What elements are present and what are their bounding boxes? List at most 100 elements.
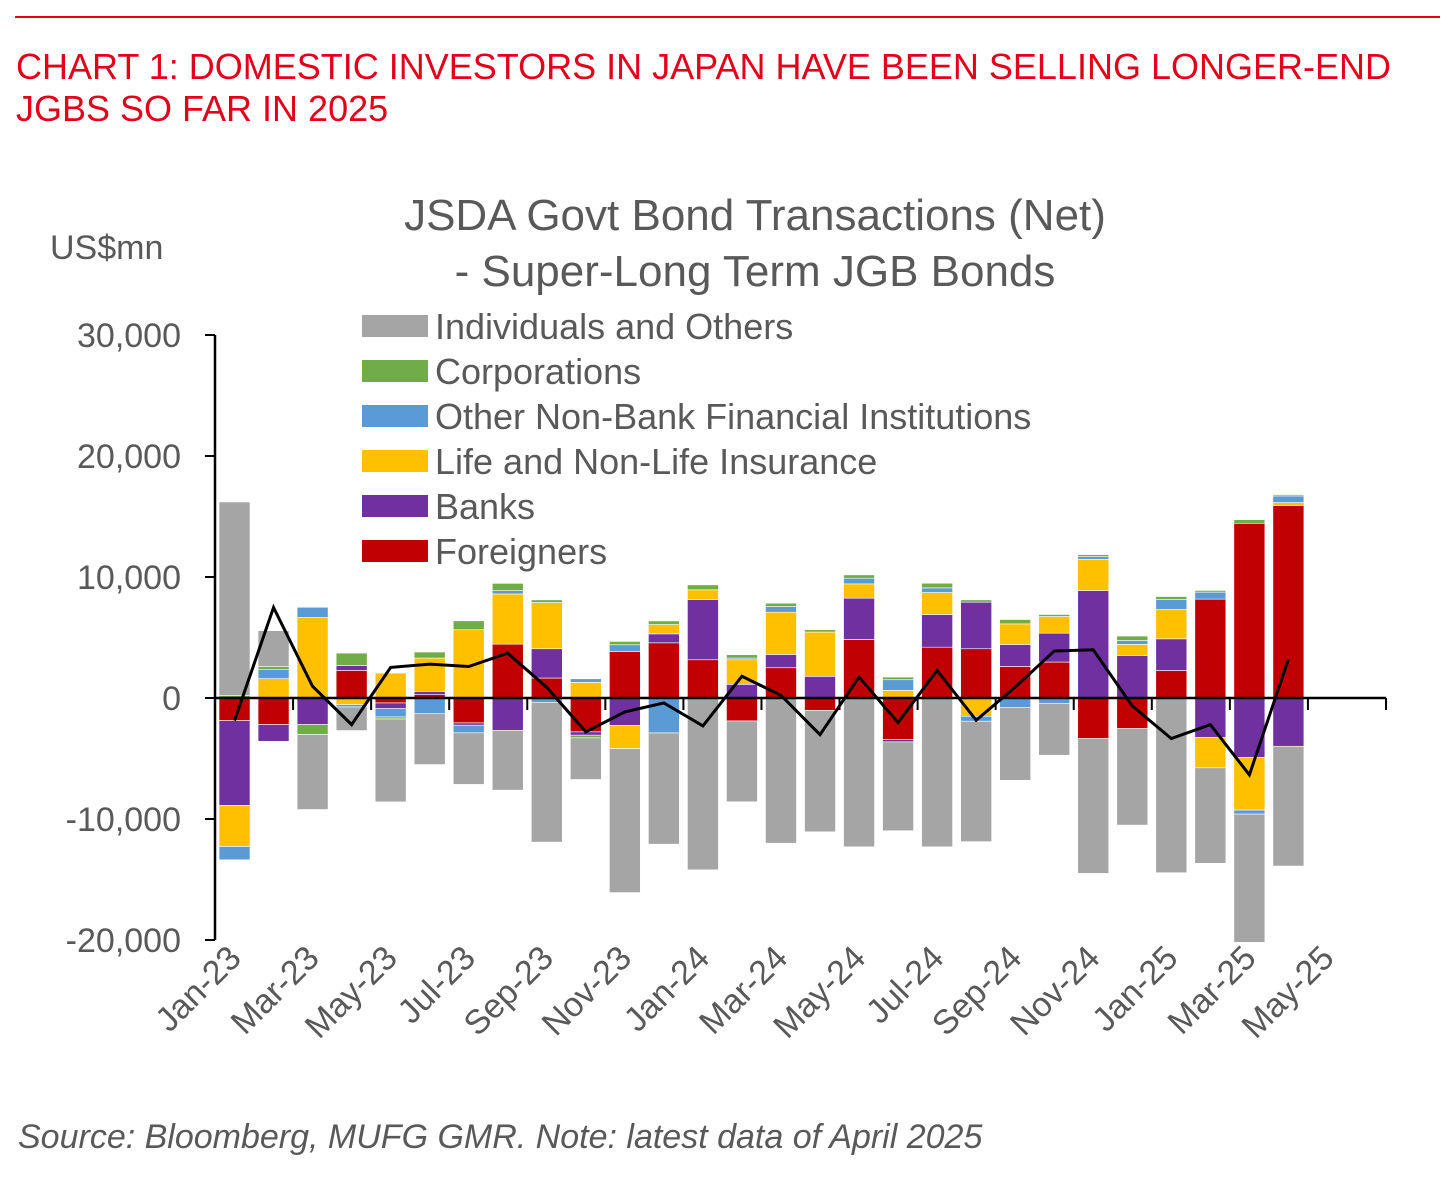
chart-title-line1: JSDA Govt Bond Transactions (Net) — [404, 191, 1106, 240]
bar-banks-feb-25 — [1194, 697, 1227, 738]
bar-foreigners-feb-23 — [257, 697, 290, 725]
bar-other-non-bank-financial-institutions-nov-24 — [1077, 556, 1110, 560]
bar-corporations-nov-24 — [1077, 554, 1110, 557]
bar-individuals-and-others-jun-23 — [413, 713, 446, 765]
bar-individuals-and-others-aug-24 — [960, 720, 992, 842]
bar-individuals-and-others-dec-24 — [1116, 728, 1149, 826]
bar-life-and-non-life-insurance-feb-23 — [257, 678, 290, 699]
bar-other-non-bank-financial-institutions-jul-24 — [921, 587, 953, 593]
bar-corporations-jan-25 — [1155, 596, 1188, 600]
bar-corporations-jun-24 — [882, 676, 914, 681]
bar-corporations-oct-24 — [1038, 614, 1071, 617]
bar-corporations-jun-23 — [413, 651, 446, 659]
legend: Individuals and OthersCorporationsOther … — [362, 306, 1031, 572]
bar-foreigners-feb-24 — [726, 697, 758, 722]
bar-life-and-non-life-insurance-oct-24 — [1038, 616, 1071, 634]
x-tick-label: Nov-24 — [1003, 939, 1107, 1043]
bar-banks-sep-24 — [999, 644, 1031, 667]
bar-life-and-non-life-insurance-sep-24 — [999, 623, 1031, 645]
bar-individuals-and-others-dec-23 — [648, 732, 680, 845]
bar-banks-jun-24 — [882, 739, 914, 743]
bar-life-and-non-life-insurance-oct-23 — [570, 682, 602, 699]
bar-foreigners-feb-25 — [1194, 598, 1227, 699]
bar-other-non-bank-financial-institutions-feb-23 — [257, 669, 290, 679]
bar-life-and-non-life-insurance-mar-25 — [1233, 757, 1266, 811]
bar-individuals-and-others-may-24 — [843, 697, 875, 848]
bar-individuals-and-others-sep-23 — [530, 702, 563, 843]
legend-label-individuals-and-others: Individuals and Others — [435, 306, 793, 347]
bar-life-and-non-life-insurance-feb-25 — [1194, 737, 1227, 769]
bar-banks-mar-24 — [765, 654, 797, 669]
bar-corporations-jan-24 — [687, 584, 719, 591]
legend-swatch-banks — [362, 495, 428, 517]
legend-swatch-individuals-and-others — [362, 315, 428, 337]
bar-other-non-bank-financial-institutions-feb-25 — [1194, 591, 1227, 600]
bar-other-non-bank-financial-institutions-mar-25 — [1233, 809, 1266, 815]
bar-banks-nov-24 — [1077, 590, 1110, 699]
bar-banks-mar-23 — [296, 697, 329, 725]
bar-foreigners-jun-24 — [882, 697, 914, 740]
bar-banks-apr-23 — [335, 665, 368, 671]
bar-individuals-and-others-jul-24 — [921, 697, 953, 848]
bars — [218, 494, 1305, 943]
bar-other-non-bank-financial-institutions-may-23 — [374, 708, 407, 718]
bar-individuals-and-others-feb-24 — [726, 720, 758, 803]
y-tick-label: 20,000 — [77, 438, 181, 476]
bar-corporations-dec-23 — [648, 620, 680, 625]
legend-label-banks: Banks — [435, 486, 535, 527]
bar-individuals-and-others-mar-23 — [296, 734, 329, 810]
bar-foreigners-nov-24 — [1077, 697, 1110, 739]
bar-foreigners-apr-23 — [335, 670, 368, 699]
y-tick-label: 10,000 — [77, 559, 181, 597]
legend-label-corporations: Corporations — [435, 351, 641, 392]
bar-corporations-jul-23 — [452, 620, 485, 631]
bar-life-and-non-life-insurance-sep-23 — [530, 602, 563, 650]
bar-other-non-bank-financial-institutions-aug-23 — [491, 590, 524, 595]
bar-individuals-and-others-nov-23 — [609, 748, 641, 893]
bar-banks-may-24 — [843, 597, 875, 640]
bar-banks-apr-24 — [804, 676, 836, 699]
bar-life-and-non-life-insurance-jan-23 — [218, 805, 251, 847]
y-tick-label: 30,000 — [77, 317, 181, 355]
bar-life-and-non-life-insurance-apr-24 — [804, 631, 836, 677]
legend-label-other-non-bank-financial-institutions: Other Non-Bank Financial Institutions — [435, 396, 1031, 437]
bar-other-non-bank-financial-institutions-dec-24 — [1116, 640, 1149, 645]
x-tick-label: Nov-23 — [535, 939, 639, 1043]
bar-life-and-non-life-insurance-jan-25 — [1155, 609, 1188, 640]
bar-other-non-bank-financial-institutions-apr-25 — [1272, 495, 1305, 503]
bar-other-non-bank-financial-institutions-mar-24 — [765, 606, 797, 613]
y-tick-label: 0 — [162, 680, 181, 718]
bar-corporations-jul-24 — [921, 582, 953, 589]
bar-corporations-oct-23 — [570, 734, 602, 739]
bar-banks-dec-23 — [648, 633, 680, 644]
bar-life-and-non-life-insurance-apr-25 — [1272, 502, 1305, 506]
bar-life-and-non-life-insurance-dec-24 — [1116, 644, 1149, 656]
bar-life-and-non-life-insurance-mar-24 — [765, 611, 797, 655]
bar-life-and-non-life-insurance-jul-24 — [921, 592, 953, 615]
bar-foreigners-dec-23 — [648, 642, 680, 699]
bar-corporations-aug-23 — [491, 583, 524, 591]
bar-other-non-bank-financial-institutions-mar-23 — [296, 606, 329, 618]
bar-individuals-and-others-mar-25 — [1233, 813, 1266, 943]
y-tick-label: -20,000 — [66, 922, 181, 960]
bar-foreigners-mar-24 — [765, 667, 797, 699]
bar-other-non-bank-financial-institutions-jan-25 — [1155, 599, 1188, 610]
bar-individuals-and-others-oct-23 — [570, 737, 602, 780]
bar-life-and-non-life-insurance-may-24 — [843, 583, 875, 599]
bar-other-non-bank-financial-institutions-sep-24 — [999, 697, 1031, 708]
bar-life-and-non-life-insurance-aug-23 — [491, 593, 524, 645]
bar-banks-apr-25 — [1272, 697, 1305, 747]
bar-life-and-non-life-insurance-nov-24 — [1077, 558, 1110, 591]
bar-banks-aug-24 — [960, 601, 992, 650]
bar-corporations-apr-23 — [335, 652, 368, 666]
net-line-group — [233, 603, 1290, 778]
legend-label-foreigners: Foreigners — [435, 531, 607, 572]
bar-foreigners-jan-25 — [1155, 670, 1188, 699]
bar-corporations-dec-24 — [1116, 635, 1149, 641]
bar-foreigners-mar-25 — [1233, 522, 1266, 699]
chart-title-line2: - Super-Long Term JGB Bonds — [455, 247, 1056, 296]
bar-other-non-bank-financial-institutions-jan-23 — [218, 846, 251, 861]
bar-banks-sep-23 — [530, 648, 563, 679]
bar-corporations-feb-25 — [1194, 590, 1227, 593]
